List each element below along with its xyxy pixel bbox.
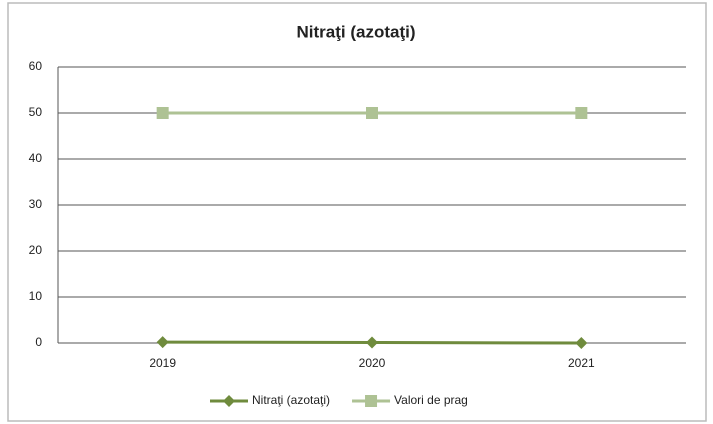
y-tick-label: 10: [29, 289, 43, 303]
marker: [223, 395, 235, 407]
x-tick-label: 2020: [359, 356, 386, 370]
marker: [156, 336, 169, 349]
chart-border: [7, 2, 707, 422]
y-tick-label: 30: [29, 197, 43, 211]
marker: [575, 107, 588, 119]
marker: [366, 107, 378, 119]
y-tick-label: 40: [29, 151, 43, 165]
x-tick-label: 2021: [568, 356, 595, 370]
y-tick-label: 20: [29, 243, 43, 257]
y-tick-label: 0: [35, 335, 42, 349]
legend-label: Nitraţi (azotaţi): [252, 393, 330, 407]
marker: [365, 395, 378, 407]
marker: [575, 337, 588, 349]
marker: [156, 107, 169, 119]
x-tick-label: 2019: [149, 356, 176, 370]
y-tick-label: 60: [29, 59, 43, 73]
legend-label: Valori de prag: [394, 393, 468, 407]
chart-title: Nitraţi (azotaţi): [297, 22, 416, 41]
marker: [366, 336, 378, 349]
y-tick-label: 50: [29, 105, 43, 119]
